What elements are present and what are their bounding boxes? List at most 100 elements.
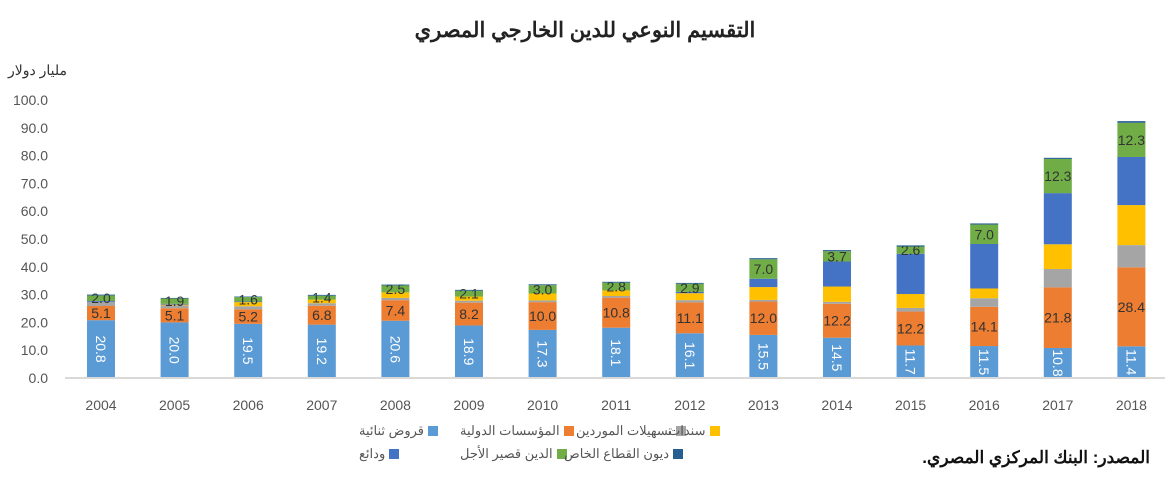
- data-label: 17.3: [535, 340, 551, 367]
- bar-segment: [234, 301, 263, 303]
- data-label: 7.0: [974, 226, 994, 242]
- bar-segment: [234, 302, 263, 307]
- bar-segment: [87, 300, 115, 302]
- bar-segment: [87, 295, 115, 301]
- bar-segment: [381, 297, 410, 301]
- x-tick-label: 2007: [306, 397, 337, 413]
- y-tick-label: 40.0: [21, 259, 48, 275]
- x-tick-label: 2018: [1116, 397, 1147, 413]
- bar-segment: [1043, 158, 1072, 194]
- legend-swatch: [709, 426, 720, 436]
- bar-segment: [234, 296, 263, 298]
- data-label: 10.8: [1050, 349, 1066, 376]
- bar-segment: [970, 224, 999, 245]
- y-tick-label: 10.0: [21, 342, 48, 358]
- y-tick-label: 50.0: [21, 231, 48, 247]
- bar-segment: [675, 333, 704, 378]
- bar-segment: [896, 246, 925, 254]
- data-label: 1.9: [165, 293, 185, 309]
- data-label: 1.6: [238, 291, 258, 307]
- data-label: 10.0: [529, 308, 556, 324]
- bar-segment: [455, 289, 483, 291]
- data-label: 12.3: [1044, 168, 1071, 184]
- data-label: 12.2: [823, 313, 850, 329]
- legend-label: الدين قصير الأجل: [460, 446, 553, 461]
- bar-segment: [749, 258, 778, 260]
- data-label: 2.5: [386, 281, 406, 297]
- bar-segment: [1117, 122, 1146, 157]
- x-tick-label: 2017: [1042, 397, 1073, 413]
- data-label: 3.0: [533, 281, 553, 297]
- bar-segment: [234, 323, 263, 378]
- bar-segment: [896, 311, 925, 346]
- bar-segment: [234, 309, 263, 324]
- x-tick-label: 2011: [601, 397, 631, 413]
- data-label: 11.1: [677, 310, 703, 326]
- bar-segment: [1117, 245, 1146, 268]
- bar-segment: [381, 292, 410, 298]
- bar-segment: [823, 251, 851, 262]
- bar-segment: [896, 307, 925, 312]
- bar-segment: [675, 302, 704, 334]
- bar-segment: [970, 298, 999, 307]
- bar-segment: [823, 261, 851, 287]
- legend-swatch: [676, 426, 687, 436]
- x-tick-label: 2006: [233, 397, 264, 413]
- data-label: 2.0: [91, 290, 111, 306]
- chart-title: التقسيم النوعي للدين الخارجي المصري: [414, 19, 756, 42]
- bar-segment: [970, 306, 999, 347]
- data-label: 1.4: [312, 290, 332, 306]
- bar-segment: [602, 297, 631, 328]
- legend-label: ديون القطاع الخاص: [564, 446, 670, 461]
- x-tick-label: 2015: [895, 397, 926, 413]
- y-tick-label: 20.0: [21, 314, 48, 330]
- legend-label: المؤسسات الدولية: [460, 423, 560, 438]
- bar-segment: [1043, 157, 1072, 159]
- bar-segment: [896, 345, 925, 378]
- bar-segment: [381, 285, 410, 293]
- legend-item-international-institutions: المؤسسات الدولية: [460, 423, 574, 439]
- y-tick-label: 60.0: [21, 203, 48, 219]
- x-tick-label: 2008: [380, 397, 411, 413]
- x-tick-label: 2005: [159, 397, 190, 413]
- bar-segment: [160, 297, 189, 299]
- data-label: 7.4: [386, 302, 406, 318]
- y-tick-label: 70.0: [21, 175, 48, 191]
- bar-segment: [675, 300, 704, 303]
- legend-label: تسهيلات الموردين: [576, 423, 673, 438]
- data-label: 2.1: [459, 286, 479, 302]
- y-tick-label: 90.0: [21, 120, 48, 136]
- legend-swatch: [556, 449, 567, 459]
- bar-segment: [675, 291, 704, 294]
- x-tick-label: 2012: [674, 397, 705, 413]
- data-label: 10.8: [603, 305, 630, 321]
- bar-segment: [307, 324, 336, 378]
- bar-segment: [307, 294, 336, 296]
- data-label: 15.5: [755, 343, 771, 370]
- data-label: 5.1: [91, 305, 111, 321]
- bar-segment: [160, 303, 189, 305]
- bar-segment: [87, 294, 115, 296]
- data-label: 12.2: [897, 321, 924, 337]
- bar-segment: [823, 301, 851, 304]
- bar-segment: [307, 305, 336, 325]
- legend-item-supplier-facilities: تسهيلات الموردين: [576, 423, 687, 439]
- bar-segment: [234, 306, 263, 310]
- data-label: 21.8: [1044, 310, 1071, 326]
- legend-item-private-sector-debt: ديون القطاع الخاص: [564, 446, 684, 462]
- bar-segment: [1117, 121, 1146, 123]
- bar-segment: [749, 301, 778, 335]
- y-tick-label: 0.0: [29, 370, 49, 386]
- legend-label: قروض ثنائية: [359, 423, 425, 438]
- source-note: المصدر: البنك المركزي المصري.: [922, 448, 1150, 467]
- bar-segment: [749, 278, 778, 288]
- data-label: 18.1: [608, 339, 624, 366]
- x-tick-label: 2010: [527, 397, 558, 413]
- bar-segment: [528, 300, 557, 303]
- bar-segment: [1043, 193, 1072, 245]
- bar-segment: [160, 298, 189, 304]
- data-label: 20.8: [93, 335, 109, 362]
- bar-segment: [896, 253, 925, 295]
- bar-segment: [1043, 287, 1072, 348]
- x-tick-label: 2014: [821, 397, 852, 413]
